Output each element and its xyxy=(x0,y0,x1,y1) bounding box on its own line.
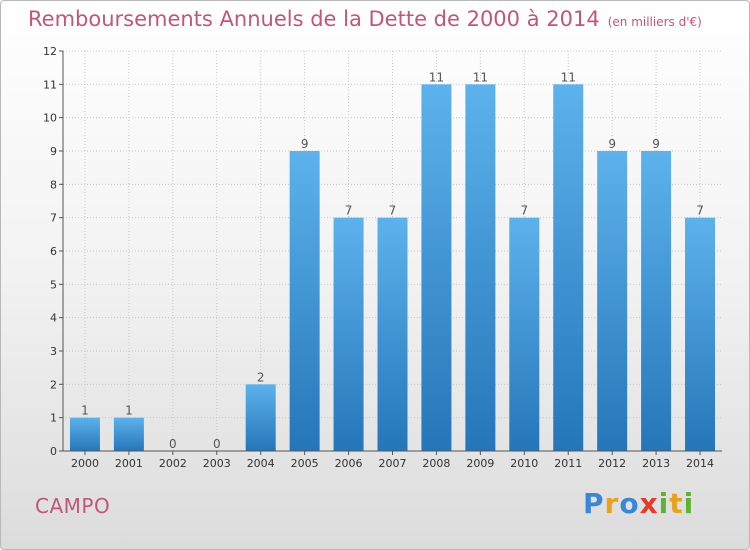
xtick-label-2010: 2010 xyxy=(510,457,538,470)
xtick-label-2001: 2001 xyxy=(115,457,143,470)
proxiti-logo: Proxiti xyxy=(583,487,694,520)
bar-2007 xyxy=(377,217,408,451)
ytick-label: 1 xyxy=(50,412,57,425)
commune-name: CAMPO xyxy=(35,494,111,518)
value-label-2005: 9 xyxy=(301,137,309,151)
bar-2005 xyxy=(289,151,320,451)
ytick-label: 4 xyxy=(50,312,57,325)
xtick-label-2007: 2007 xyxy=(379,457,407,470)
value-label-2013: 9 xyxy=(652,137,660,151)
value-label-2010: 7 xyxy=(520,204,528,218)
unit-text: (en milliers d'€) xyxy=(607,15,702,29)
xtick-label-2006: 2006 xyxy=(335,457,363,470)
value-label-2007: 7 xyxy=(389,204,397,218)
logo-letter: i xyxy=(658,487,670,520)
ytick-label: 12 xyxy=(43,45,57,58)
ytick-label: 2 xyxy=(50,378,57,391)
ytick-label: 0 xyxy=(50,445,57,458)
bar-2012 xyxy=(597,151,628,451)
bar-2000 xyxy=(69,417,100,451)
ytick-label: 10 xyxy=(43,112,57,125)
ytick-label: 3 xyxy=(50,345,57,358)
logo-letter: i xyxy=(683,487,695,520)
ytick-label: 7 xyxy=(50,212,57,225)
logo-letter: r xyxy=(604,487,620,520)
value-label-2008: 11 xyxy=(429,70,444,84)
title-text: Remboursements Annuels de la Dette de 20… xyxy=(28,7,600,31)
bar-2010 xyxy=(509,217,540,451)
ytick-label: 9 xyxy=(50,145,57,158)
chart-title: Remboursements Annuels de la Dette de 20… xyxy=(28,7,702,31)
bar-2004 xyxy=(245,384,276,451)
value-label-2003: 0 xyxy=(213,437,221,451)
bar-2009 xyxy=(465,84,496,451)
bar-2001 xyxy=(113,417,144,451)
xtick-label-2009: 2009 xyxy=(466,457,494,470)
value-label-2011: 11 xyxy=(561,70,576,84)
xtick-label-2005: 2005 xyxy=(291,457,319,470)
value-label-2012: 9 xyxy=(608,137,616,151)
ytick-label: 11 xyxy=(43,78,57,91)
bar-2014 xyxy=(685,217,716,451)
xtick-label-2004: 2004 xyxy=(247,457,275,470)
ytick-label: 6 xyxy=(50,245,57,258)
value-label-2000: 1 xyxy=(81,404,89,418)
xtick-label-2008: 2008 xyxy=(422,457,450,470)
value-label-2002: 0 xyxy=(169,437,177,451)
bar-2011 xyxy=(553,84,584,451)
ytick-label: 5 xyxy=(50,278,57,291)
value-label-2014: 7 xyxy=(696,204,704,218)
value-label-2001: 1 xyxy=(125,404,133,418)
xtick-label-2011: 2011 xyxy=(554,457,582,470)
logo-letter: o xyxy=(619,487,640,520)
value-label-2009: 11 xyxy=(473,70,488,84)
bar-2006 xyxy=(333,217,364,451)
value-label-2004: 2 xyxy=(257,370,265,384)
xtick-label-2013: 2013 xyxy=(642,457,670,470)
logo-letter: t xyxy=(669,487,684,520)
xtick-label-2003: 2003 xyxy=(203,457,231,470)
logo-letter: x xyxy=(639,487,659,520)
ytick-label: 8 xyxy=(50,178,57,191)
xtick-label-2000: 2000 xyxy=(71,457,99,470)
xtick-label-2012: 2012 xyxy=(598,457,626,470)
value-label-2006: 7 xyxy=(345,204,353,218)
logo-letter: P xyxy=(583,487,605,520)
xtick-label-2002: 2002 xyxy=(159,457,187,470)
bar-2008 xyxy=(421,84,452,451)
bar-2013 xyxy=(641,151,672,451)
xtick-label-2014: 2014 xyxy=(686,457,714,470)
